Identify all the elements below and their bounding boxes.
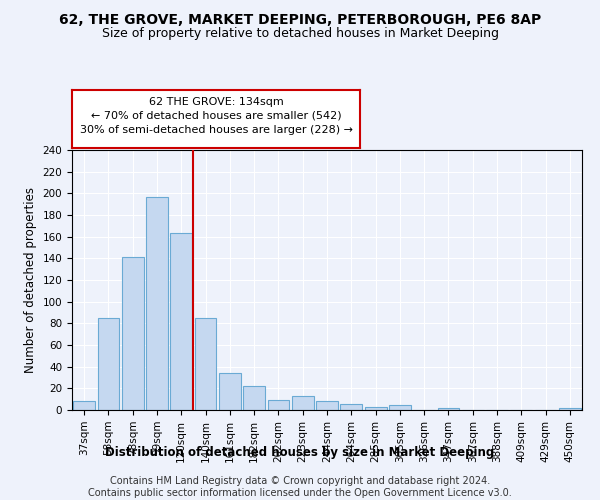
Text: Contains HM Land Registry data © Crown copyright and database right 2024.
Contai: Contains HM Land Registry data © Crown c… [88,476,512,498]
Bar [389,404,411,410]
Bar [559,408,581,410]
Bar [170,234,192,410]
Bar [243,386,265,410]
Bar [122,257,143,410]
Bar [340,404,362,410]
Text: 62 THE GROVE: 134sqm
← 70% of detached houses are smaller (542)
30% of semi-deta: 62 THE GROVE: 134sqm ← 70% of detached h… [79,97,353,135]
Bar [292,396,314,410]
Text: Size of property relative to detached houses in Market Deeping: Size of property relative to detached ho… [101,28,499,40]
Bar [437,408,460,410]
Text: Distribution of detached houses by size in Market Deeping: Distribution of detached houses by size … [106,446,494,459]
Bar [219,373,241,410]
Y-axis label: Number of detached properties: Number of detached properties [24,187,37,373]
Bar [316,402,338,410]
Bar [365,407,386,410]
Bar [97,318,119,410]
Bar [268,400,289,410]
Bar [73,402,95,410]
Bar [194,318,217,410]
Bar [146,196,168,410]
Text: 62, THE GROVE, MARKET DEEPING, PETERBOROUGH, PE6 8AP: 62, THE GROVE, MARKET DEEPING, PETERBORO… [59,12,541,26]
